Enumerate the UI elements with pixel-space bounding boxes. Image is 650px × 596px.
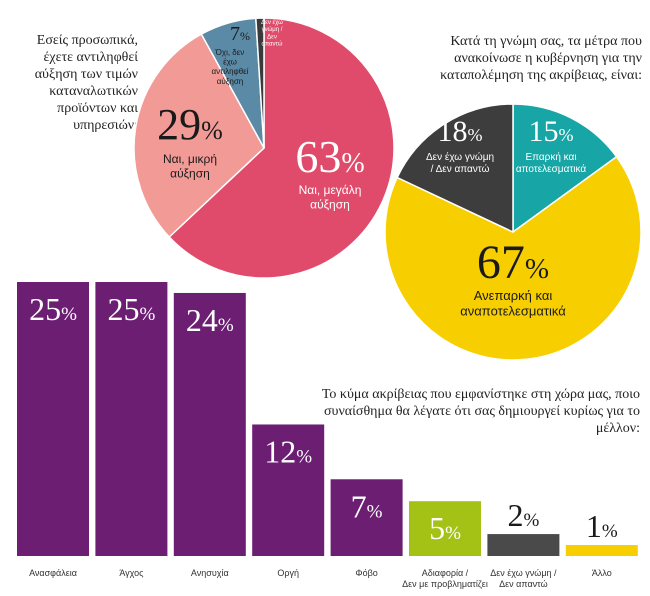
pie1-question: Εσείς προσωπικά, έχετε αντιληφθεί αύξηση… <box>34 33 138 133</box>
bar-7 <box>565 545 638 556</box>
bar-4 <box>330 479 403 556</box>
bar-6-label: Δεν έχω γνώμη / Δεν απαντώ <box>490 568 557 589</box>
bar-5-label: Αδιαφορία / Δεν με προβληματίζει <box>402 568 488 589</box>
pie1-slice-1-pct: 29% <box>157 100 223 149</box>
bar-2-label: Ανησυχία <box>191 568 229 578</box>
bar-6-value: 2% <box>507 497 539 533</box>
pie1-slice-1-label: Ναι, μικρή αύξηση <box>163 152 217 180</box>
pie2-slice-1-pct: 67% <box>477 236 549 289</box>
pie2-slice-2-pct: 18% <box>438 115 483 148</box>
bar-5-value: 5% <box>429 510 461 546</box>
bar-0 <box>17 282 89 556</box>
bar-7-value: 1% <box>586 508 618 544</box>
bar-4-value: 7% <box>351 488 383 524</box>
pie1-slice-3-label: Δεν έχω γνώμη / Δεν απαντώ <box>261 19 283 48</box>
bar-0-label: Ανασφάλεια <box>29 568 77 578</box>
bar-6 <box>487 534 560 556</box>
pie2-slice-0-label: Επαρκή και αποτελεσματικά <box>516 151 587 175</box>
bar-2-value: 24% <box>186 302 234 338</box>
bar-question: Το κύμα ακρίβειας που εμφανίστηκε στη χώ… <box>321 387 640 436</box>
bar-7-label: Άλλο <box>592 568 612 578</box>
pie2-question: Κατά τη γνώμη σας, τα μέτρα που ανακοίνω… <box>440 34 642 83</box>
bar-3-label: Οργή <box>277 568 299 578</box>
pie1-slice-3-pct: 1% <box>268 6 277 16</box>
bar-0-value: 25% <box>29 291 77 327</box>
pie2-slice-0-pct: 15% <box>529 115 574 148</box>
bar-2 <box>173 292 246 556</box>
pie2-slice-1-label: Ανεπαρκή και αναποτελεσματικά <box>460 288 566 319</box>
bar-1-label: Άγχος <box>119 568 144 578</box>
pie1-slice-1 <box>133 33 265 239</box>
pie1-slice-0-label: Ναι, μεγάλη αύξηση <box>299 183 362 211</box>
pie1-slice-0 <box>168 17 395 279</box>
bar-5 <box>409 501 481 556</box>
pie2-slice-2-label: Δεν έχω γνώμη / Δεν απαντώ <box>426 151 494 175</box>
pie1-slice-3 <box>255 17 265 149</box>
bar-1 <box>95 282 168 556</box>
pie1-slice-0-pct: 63% <box>295 131 364 182</box>
bar-3 <box>252 424 325 556</box>
pie1-slice-2-pct: 7% <box>230 23 250 45</box>
pie2-slice-0 <box>512 103 618 234</box>
pie2-slice-1 <box>384 155 642 361</box>
pie1-slice-2-label: Όχι, δεν έχω αντιληφθεί αύξηση <box>212 48 249 86</box>
bar-4-label: Φόβο <box>355 568 377 578</box>
pie2-slice-2 <box>396 103 514 234</box>
bar-3-value: 12% <box>264 433 312 469</box>
bar-1-value: 25% <box>107 291 155 327</box>
